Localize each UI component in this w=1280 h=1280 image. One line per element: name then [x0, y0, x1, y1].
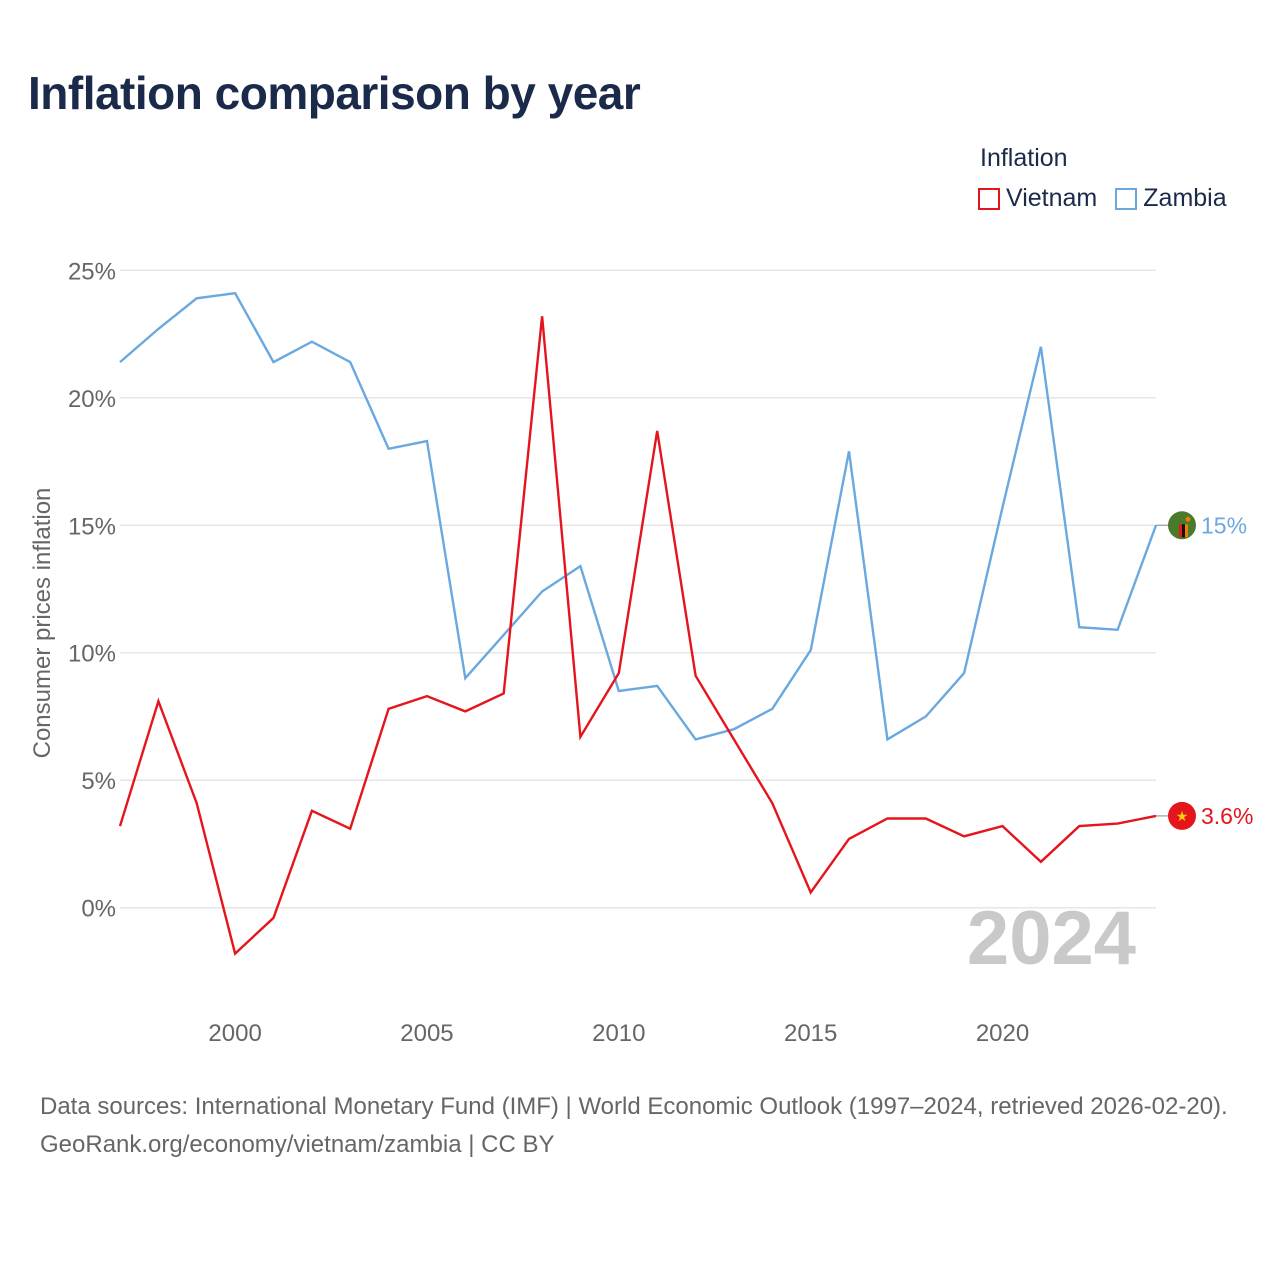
y-tick-label: 25% — [68, 258, 116, 285]
legend-item-vietnam[interactable]: Vietnam — [978, 184, 1097, 213]
legend-item-zambia[interactable]: Zambia — [1115, 184, 1227, 213]
x-tick-label: 2005 — [400, 1020, 453, 1047]
x-tick-label: 2015 — [784, 1020, 837, 1047]
y-tick-label: 20% — [68, 386, 116, 413]
legend: Vietnam Zambia — [978, 184, 1227, 213]
vietnam-flag-marker — [1168, 801, 1196, 830]
y-axis-label: Consumer prices inflation — [29, 488, 56, 759]
zambia-flag-stripe-black — [1182, 524, 1185, 538]
end-label-vietnam: 3.6% — [1201, 803, 1253, 829]
y-tick-label: 0% — [81, 896, 116, 923]
year-watermark: 2024 — [967, 896, 1136, 981]
footer-credit: GeoRank.org/economy/vietnam/zambia | CC … — [40, 1131, 555, 1158]
x-tick-label: 2010 — [592, 1020, 645, 1047]
legend-title: Inflation — [980, 144, 1068, 172]
series-line-zambia — [119, 291, 1158, 742]
footer: Data sources: International Monetary Fun… — [40, 1088, 1250, 1164]
x-tick-label: 2000 — [208, 1020, 261, 1047]
line-chart: 0% 5% 10% 15% 20% 25% 2000 2005 2010 2015 2020 Cons… — [29, 258, 1253, 1047]
chart-title: Inflation comparison by year — [28, 67, 641, 119]
y-tick-label: 5% — [81, 768, 116, 795]
y-tick-label: 15% — [68, 513, 116, 540]
y-tick-label: 10% — [68, 641, 116, 668]
zambia-flag-eagle-icon — [1185, 516, 1191, 522]
series-line-vietnam — [118, 316, 1157, 956]
zambia-flag-stripe-red — [1179, 524, 1182, 538]
end-label-zambia: 15% — [1201, 512, 1247, 538]
footer-sources: Data sources: International Monetary Fun… — [40, 1093, 1228, 1120]
x-tick-label: 2020 — [976, 1020, 1029, 1047]
legend-swatch-zambia — [1115, 187, 1138, 210]
legend-label-zambia: Zambia — [1143, 184, 1227, 212]
legend-swatch-vietnam — [978, 187, 1000, 210]
zambia-flag-stripe-orange — [1185, 524, 1188, 538]
legend-label-vietnam: Vietnam — [1006, 184, 1098, 212]
vietnam-flag-star-icon: ★ — [1176, 809, 1189, 825]
